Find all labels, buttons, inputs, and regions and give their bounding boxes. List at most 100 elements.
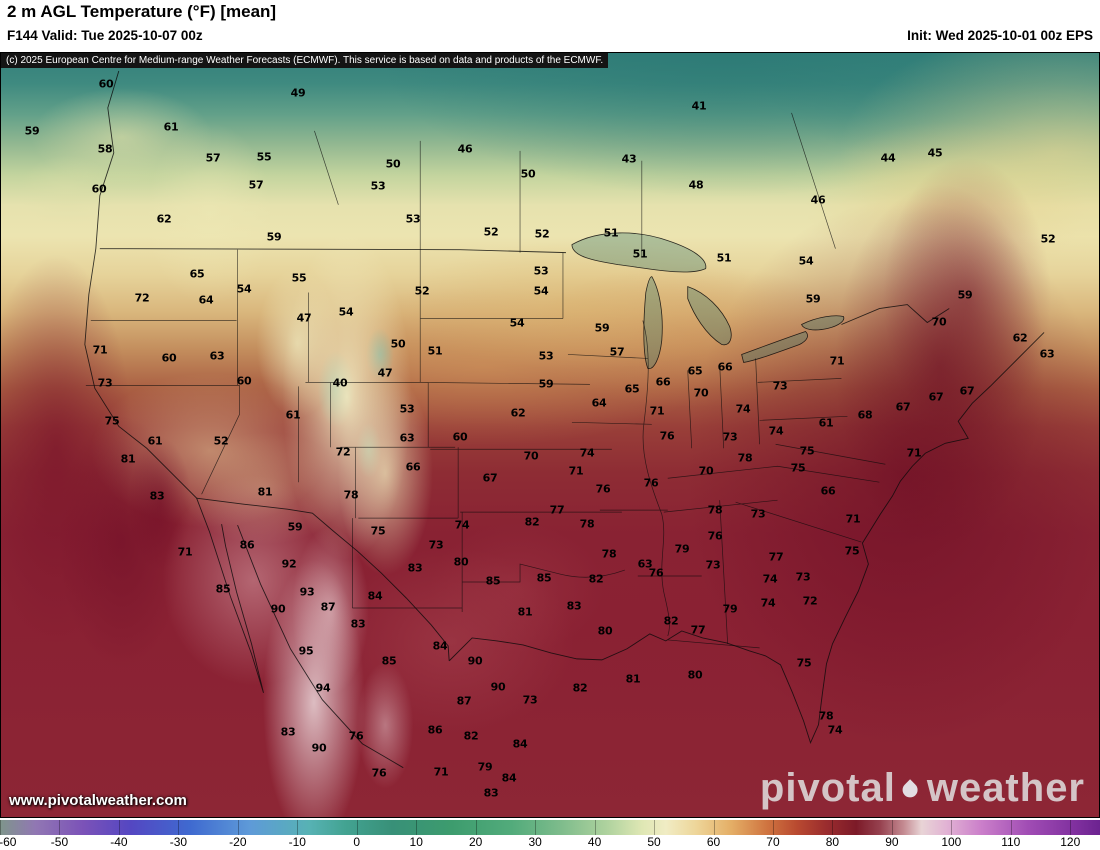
- temp-label: 53: [405, 212, 421, 226]
- temp-label: 76: [659, 429, 675, 443]
- temp-label: 46: [810, 193, 826, 207]
- temp-label: 73: [97, 376, 113, 390]
- temp-label: 73: [705, 558, 721, 572]
- temp-label: 83: [350, 617, 366, 631]
- temp-label: 48: [688, 178, 704, 192]
- temp-label: 95: [298, 644, 314, 658]
- temp-label: 75: [790, 461, 806, 475]
- temp-label: 63: [209, 349, 225, 363]
- colorbar-tick-label: 10: [409, 835, 423, 849]
- temp-label: 66: [405, 460, 421, 474]
- temp-label: 53: [538, 349, 554, 363]
- temperature-labels-layer: 60 49 41 59 61 46 43 44 45 58 57 55 50 50 48 60 57 53 46 52…: [1, 53, 1099, 817]
- temp-label: 73: [750, 507, 766, 521]
- droplet-icon: [899, 779, 921, 801]
- temp-label: 81: [625, 672, 641, 686]
- temp-label: 82: [588, 572, 604, 586]
- temp-label: 54: [236, 282, 252, 296]
- temp-label: 67: [959, 384, 975, 398]
- colorbar-tick-label: 60: [706, 835, 721, 849]
- field-overlay-texas-pink: [1, 53, 1099, 817]
- temp-label: 92: [281, 557, 297, 571]
- temp-label: 61: [285, 408, 301, 422]
- temp-label: 87: [320, 600, 336, 614]
- temp-label: 59: [594, 321, 610, 335]
- temp-label: 74: [579, 446, 595, 460]
- colorbar-tick-mark: [654, 820, 656, 835]
- temp-label: 82: [663, 614, 679, 628]
- temp-label: 74: [760, 596, 776, 610]
- temp-label: 59: [538, 377, 554, 391]
- temp-label: 50: [385, 157, 401, 171]
- temp-label: 51: [716, 251, 732, 265]
- colorbar-tick-mark: [237, 820, 239, 835]
- temp-label: 45: [927, 146, 943, 160]
- temp-label: 47: [377, 366, 393, 380]
- colorbar-tick-mark: [713, 820, 715, 835]
- copyright-notice: (c) 2025 European Centre for Medium-rang…: [1, 53, 609, 68]
- temp-label: 62: [1012, 331, 1028, 345]
- logo-text-pivotal: pivotal: [759, 766, 896, 810]
- colorbar: -60 -50 -40 -30 -20 -10 0 10 20 30 40 50 60 70 80 90 100…: [0, 820, 1100, 850]
- temp-label: 77: [690, 623, 706, 637]
- header: 2 m AGL Temperature (°F) [mean] F144 Val…: [0, 0, 1100, 52]
- temp-label: 63: [1039, 347, 1055, 361]
- temp-label: 74: [827, 723, 843, 737]
- temp-label: 82: [524, 515, 540, 529]
- temp-label: 59: [805, 292, 821, 306]
- temp-label: 58: [97, 142, 113, 156]
- temp-label: 77: [768, 550, 784, 564]
- temp-label: 65: [189, 267, 205, 281]
- temp-label: 59: [287, 520, 303, 534]
- temp-label: 52: [414, 284, 430, 298]
- colorbar-tick-label: 90: [885, 835, 899, 849]
- colorbar-tick-label: 120: [1060, 835, 1081, 849]
- temp-label: 60: [91, 182, 107, 196]
- colorbar-tick-label: 30: [528, 835, 542, 849]
- temp-label: 63: [399, 431, 415, 445]
- temp-label: 71: [829, 354, 845, 368]
- colorbar-tick-label: -20: [229, 835, 247, 849]
- temp-label: 52: [213, 434, 229, 448]
- temp-label: 78: [707, 503, 723, 517]
- temp-label: 52: [483, 225, 499, 239]
- pivotal-weather-logo: pivotal weather: [760, 766, 1085, 811]
- temp-label: 76: [371, 766, 387, 780]
- temp-label: 65: [687, 364, 703, 378]
- temp-label: 50: [520, 167, 536, 181]
- temp-label: 71: [433, 765, 449, 779]
- colorbar-tick-labels: -60 -50 -40 -30 -20 -10 0 10 20 30 40 50 60 70 80 90 100…: [0, 835, 1100, 850]
- temp-label: 74: [762, 572, 778, 586]
- colorbar-tick-mark: [356, 820, 358, 835]
- temp-label: 78: [818, 709, 834, 723]
- temp-label: 74: [735, 402, 751, 416]
- temp-label: 71: [568, 464, 584, 478]
- temp-label: 74: [768, 424, 784, 438]
- temp-label: 43: [621, 152, 637, 166]
- temp-label: 93: [299, 585, 315, 599]
- temp-label: 81: [120, 452, 136, 466]
- colorbar-tick-mark: [59, 820, 61, 835]
- valid-time-label: F144 Valid: Tue 2025-10-07 00z: [7, 28, 203, 43]
- colorbar-tick-mark: [951, 820, 953, 835]
- temp-label: 85: [381, 654, 397, 668]
- temp-label: 71: [906, 446, 922, 460]
- temp-label: 73: [722, 430, 738, 444]
- great-lakes-shape: [571, 232, 845, 369]
- colorbar-tick-mark: [475, 820, 477, 835]
- temp-label: 87: [456, 694, 472, 708]
- temp-label: 85: [536, 571, 552, 585]
- temp-label: 57: [205, 151, 221, 165]
- temp-label: 54: [798, 254, 814, 268]
- temp-label: 83: [483, 786, 499, 800]
- temp-label: 59: [266, 230, 282, 244]
- temp-label: 67: [895, 400, 911, 414]
- temp-label: 54: [533, 284, 549, 298]
- weather-map[interactable]: 60 49 41 59 61 46 43 44 45 58 57 55 50 50 48 60 57 53 46 52…: [0, 52, 1100, 818]
- temp-label: 85: [215, 582, 231, 596]
- temp-label: 70: [698, 464, 714, 478]
- temp-label: 75: [104, 414, 120, 428]
- temp-label: 51: [603, 226, 619, 240]
- colorbar-tick-mark: [1010, 820, 1012, 835]
- colorbar-tick-mark: [0, 820, 1, 835]
